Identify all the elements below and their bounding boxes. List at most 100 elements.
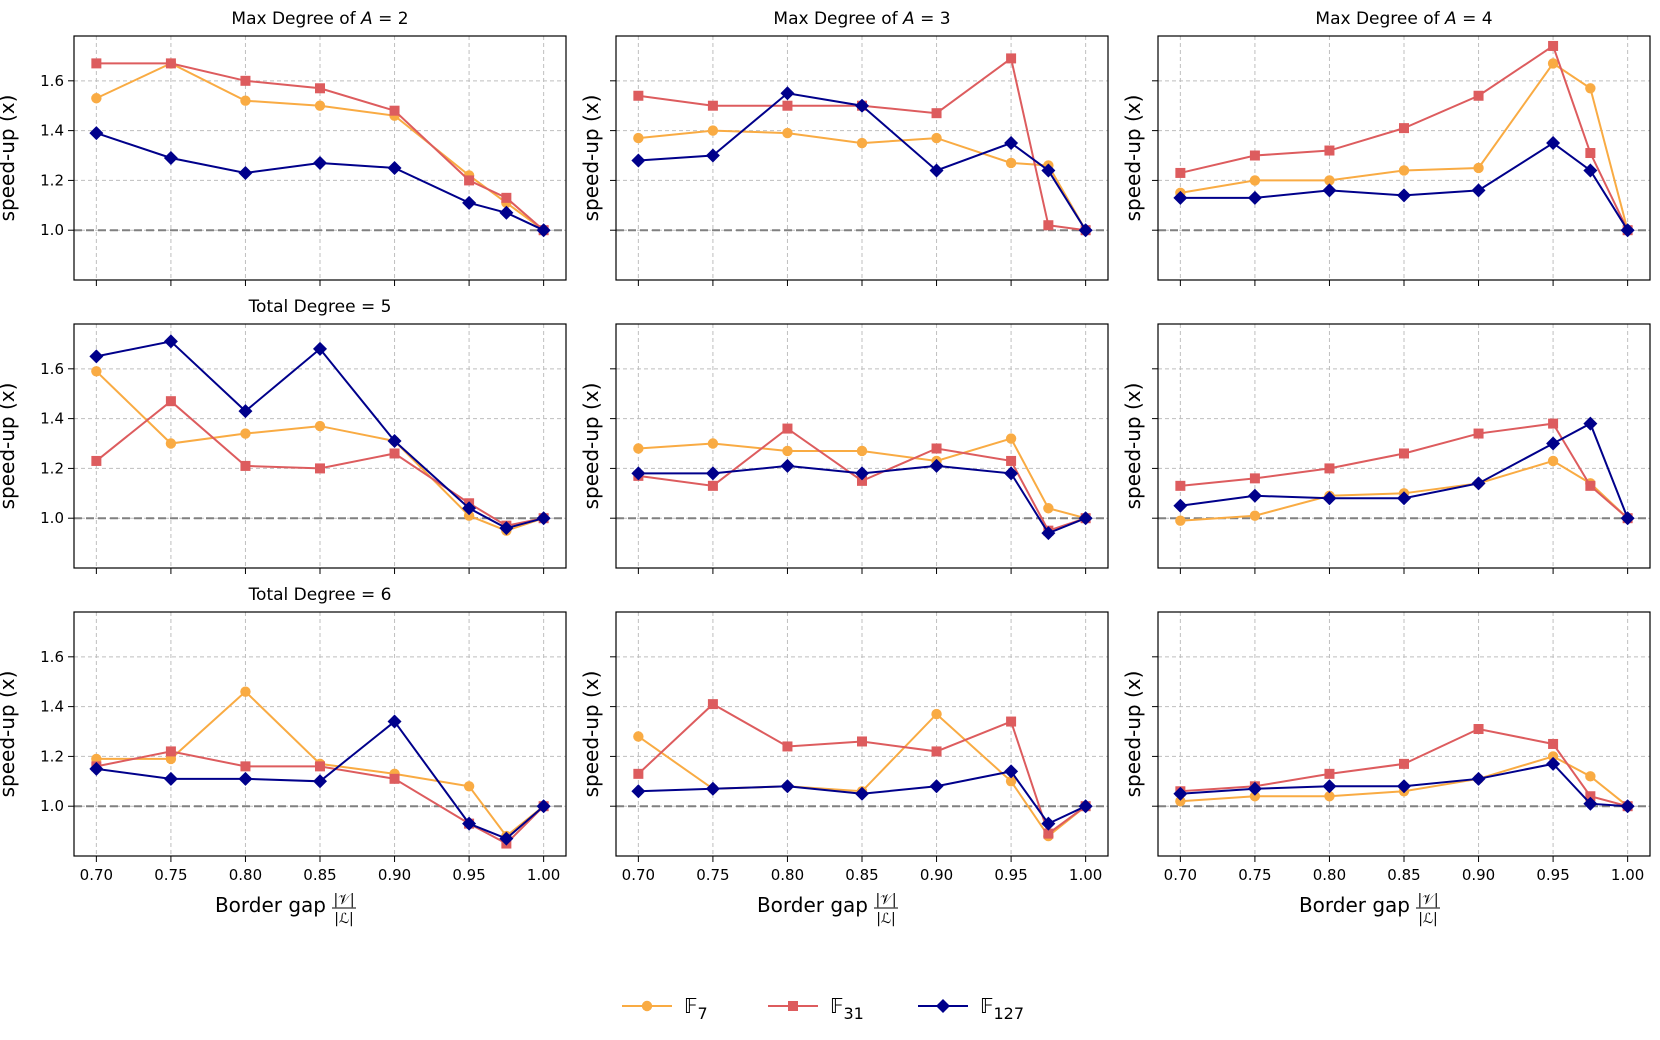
data-point-F127 [1397, 779, 1411, 794]
series-line-F7 [1180, 755, 1629, 807]
series-line-F31 [638, 427, 1086, 532]
title-variable: A [1444, 9, 1457, 29]
x-tick-label: 1.00 [527, 866, 560, 884]
data-point-F31 [91, 58, 102, 69]
x-tick-label: 1.00 [1069, 866, 1102, 884]
data-point-F127 [855, 98, 869, 113]
data-point-F127 [929, 163, 944, 178]
data-point-F127 [89, 126, 104, 141]
data-point-F31 [1548, 738, 1559, 749]
x-tick-label: 0.75 [696, 866, 729, 884]
data-point-F127 [1247, 190, 1262, 205]
data-point-F127 [1546, 436, 1561, 451]
data-point-F127 [499, 205, 514, 220]
panel-0-2: speed-up (x) Max Degree of A = 4 [1121, 9, 1651, 286]
data-point-F127 [631, 784, 646, 799]
data-point-F31 [464, 175, 475, 186]
data-point-F127 [1397, 188, 1411, 203]
data-point-F127 [1078, 223, 1093, 238]
series-line-F31 [95, 399, 544, 527]
data-point-F127 [929, 458, 944, 473]
series-line-F127 [638, 770, 1087, 825]
data-point-F127 [1247, 488, 1262, 503]
data-point-F127 [499, 521, 514, 536]
series-line-F31 [1180, 422, 1629, 519]
data-point-F127 [313, 341, 327, 356]
y-tick-label: 1.0 [40, 509, 64, 527]
x-axis-label: Border gap [757, 893, 868, 917]
data-point-F31 [165, 746, 176, 757]
x-label-denominator: |ℒ| [334, 911, 354, 927]
x-tick-label: 0.70 [1164, 866, 1197, 884]
data-point-F31 [91, 455, 102, 466]
data-point-F31 [1324, 463, 1335, 474]
data-point-F7 [931, 708, 942, 720]
data-point-F31 [1585, 791, 1596, 802]
data-point-F7 [1398, 165, 1410, 176]
y-tick-label: 1.4 [40, 698, 64, 716]
data-point-F31 [1473, 428, 1484, 439]
legend-field-symbol: 𝔽 [684, 994, 697, 1018]
data-point-F127 [631, 466, 646, 481]
data-point-F31 [782, 100, 793, 111]
data-point-F127 [536, 223, 551, 238]
series-line-F127 [96, 720, 545, 840]
series-line-F127 [96, 340, 544, 530]
title-variable: A [902, 9, 915, 29]
data-point-F127 [1004, 764, 1019, 779]
y-tick-label: 1.4 [40, 410, 64, 428]
data-point-F127 [238, 771, 253, 786]
data-point-F7 [707, 438, 719, 449]
data-point-F31 [389, 773, 400, 784]
data-point-F7 [314, 420, 326, 432]
data-point-F127 [1004, 136, 1019, 151]
x-tick-label: 0.85 [303, 866, 336, 884]
data-point-F31 [1006, 53, 1017, 64]
data-point-F7 [633, 731, 644, 742]
data-point-F7 [1547, 455, 1559, 467]
data-point-F31 [1043, 220, 1054, 231]
data-point-F127 [238, 404, 253, 419]
series-line-F127 [1180, 422, 1629, 519]
x-tick-label: 0.95 [1536, 866, 1569, 884]
data-point-F127 [1322, 183, 1337, 198]
data-point-F7 [463, 510, 475, 521]
data-point-F31 [931, 443, 942, 454]
series-line-F7 [1180, 459, 1629, 522]
data-point-F127 [462, 816, 477, 831]
data-point-F7 [1585, 83, 1596, 94]
x-tick-label: 0.85 [1387, 866, 1420, 884]
legend-marker-F127 [936, 999, 950, 1013]
x-label-denominator: |ℒ| [1418, 911, 1438, 927]
data-point-F127 [1078, 511, 1093, 526]
data-point-F127 [387, 434, 402, 449]
series-line-F31 [638, 56, 1086, 232]
x-tick-label: 0.70 [622, 866, 655, 884]
legend-label: 𝔽127 [980, 994, 1024, 1023]
data-point-F31 [1585, 480, 1596, 491]
data-point-F7 [782, 445, 793, 457]
panel-1-1: speed-up (x) [579, 323, 1109, 574]
data-point-F127 [89, 761, 104, 776]
title-text: Max Degree of [231, 9, 361, 29]
legend: 𝔽7 𝔽31 𝔽127 [622, 994, 1024, 1023]
data-point-F7 [1249, 510, 1261, 521]
panel-1-2: speed-up (x) [1121, 323, 1651, 574]
data-point-F127 [780, 458, 795, 473]
data-point-F127 [1583, 796, 1598, 811]
data-point-F31 [1473, 90, 1484, 101]
series-line-F127 [1180, 141, 1629, 231]
data-point-F31 [1249, 473, 1260, 484]
data-point-F31 [633, 768, 644, 779]
data-point-F127 [462, 501, 477, 516]
x-tick-label: 1.00 [1611, 866, 1644, 884]
data-point-F127 [780, 86, 795, 101]
data-point-F127 [1173, 190, 1188, 205]
series-line-F7 [638, 437, 1086, 520]
data-point-F127 [163, 771, 178, 786]
data-point-F7 [633, 132, 644, 144]
y-axis-label: speed-up (x) [579, 383, 603, 510]
data-point-F127 [1173, 498, 1188, 513]
data-point-F127 [536, 511, 551, 526]
legend-item-F127: 𝔽127 [918, 994, 1024, 1023]
